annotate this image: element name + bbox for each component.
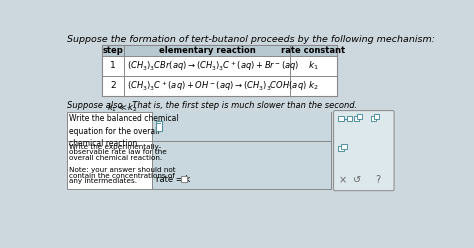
Bar <box>102 45 337 56</box>
Text: Write the balanced chemical
equation for the overall
chemical reaction.: Write the balanced chemical equation for… <box>69 115 179 149</box>
Text: Suppose also: Suppose also <box>67 101 125 110</box>
FancyBboxPatch shape <box>334 111 394 191</box>
Text: overall chemical reaction.: overall chemical reaction. <box>69 155 163 161</box>
Bar <box>181 176 187 182</box>
Bar <box>374 114 379 119</box>
Text: step: step <box>102 46 123 55</box>
Bar <box>156 121 162 131</box>
Bar <box>67 112 330 189</box>
Bar <box>347 116 352 121</box>
Text: $k_1 \ll k_2$: $k_1 \ll k_2$ <box>107 101 138 114</box>
Text: observable rate law for the: observable rate law for the <box>69 150 167 155</box>
Text: $k_1$: $k_1$ <box>308 60 319 72</box>
Text: Note: your answer should not: Note: your answer should not <box>69 167 176 173</box>
Bar <box>357 114 362 119</box>
Text: $(CH_3)_3CBr(aq)\rightarrow(CH_3)_3C^+(aq)+Br^-(aq)$: $(CH_3)_3CBr(aq)\rightarrow(CH_3)_3C^+(a… <box>127 59 299 73</box>
Text: elementary reaction: elementary reaction <box>158 46 255 55</box>
Bar <box>338 116 344 121</box>
Text: $k_2$: $k_2$ <box>308 80 319 92</box>
Text: any intermediates.: any intermediates. <box>69 178 137 184</box>
Bar <box>152 112 330 189</box>
Bar <box>157 123 161 124</box>
Bar <box>338 146 344 152</box>
Bar <box>354 116 359 121</box>
Text: Suppose the formation of tert-butanol proceeds by the following mechanism:: Suppose the formation of tert-butanol pr… <box>67 35 435 44</box>
Text: ×: × <box>339 175 347 185</box>
Bar <box>371 116 376 121</box>
Text: 2: 2 <box>110 82 116 91</box>
Text: . That is, the first step is much slower than the second.: . That is, the first step is much slower… <box>128 101 358 110</box>
Text: $(CH_3)_3C^+(aq)+OH^-(aq)\rightarrow(CH_3)_3COH(aq)$: $(CH_3)_3C^+(aq)+OH^-(aq)\rightarrow(CH_… <box>127 79 307 93</box>
Bar <box>102 45 337 96</box>
Text: 1: 1 <box>110 62 116 70</box>
Text: rate = k: rate = k <box>156 175 193 184</box>
Text: Write the experimentally-: Write the experimentally- <box>69 144 162 150</box>
Text: ?: ? <box>375 175 381 185</box>
Text: contain the concentrations of: contain the concentrations of <box>69 173 175 179</box>
Text: rate constant: rate constant <box>282 46 346 55</box>
Bar <box>341 144 347 149</box>
Text: ↺: ↺ <box>353 175 361 185</box>
